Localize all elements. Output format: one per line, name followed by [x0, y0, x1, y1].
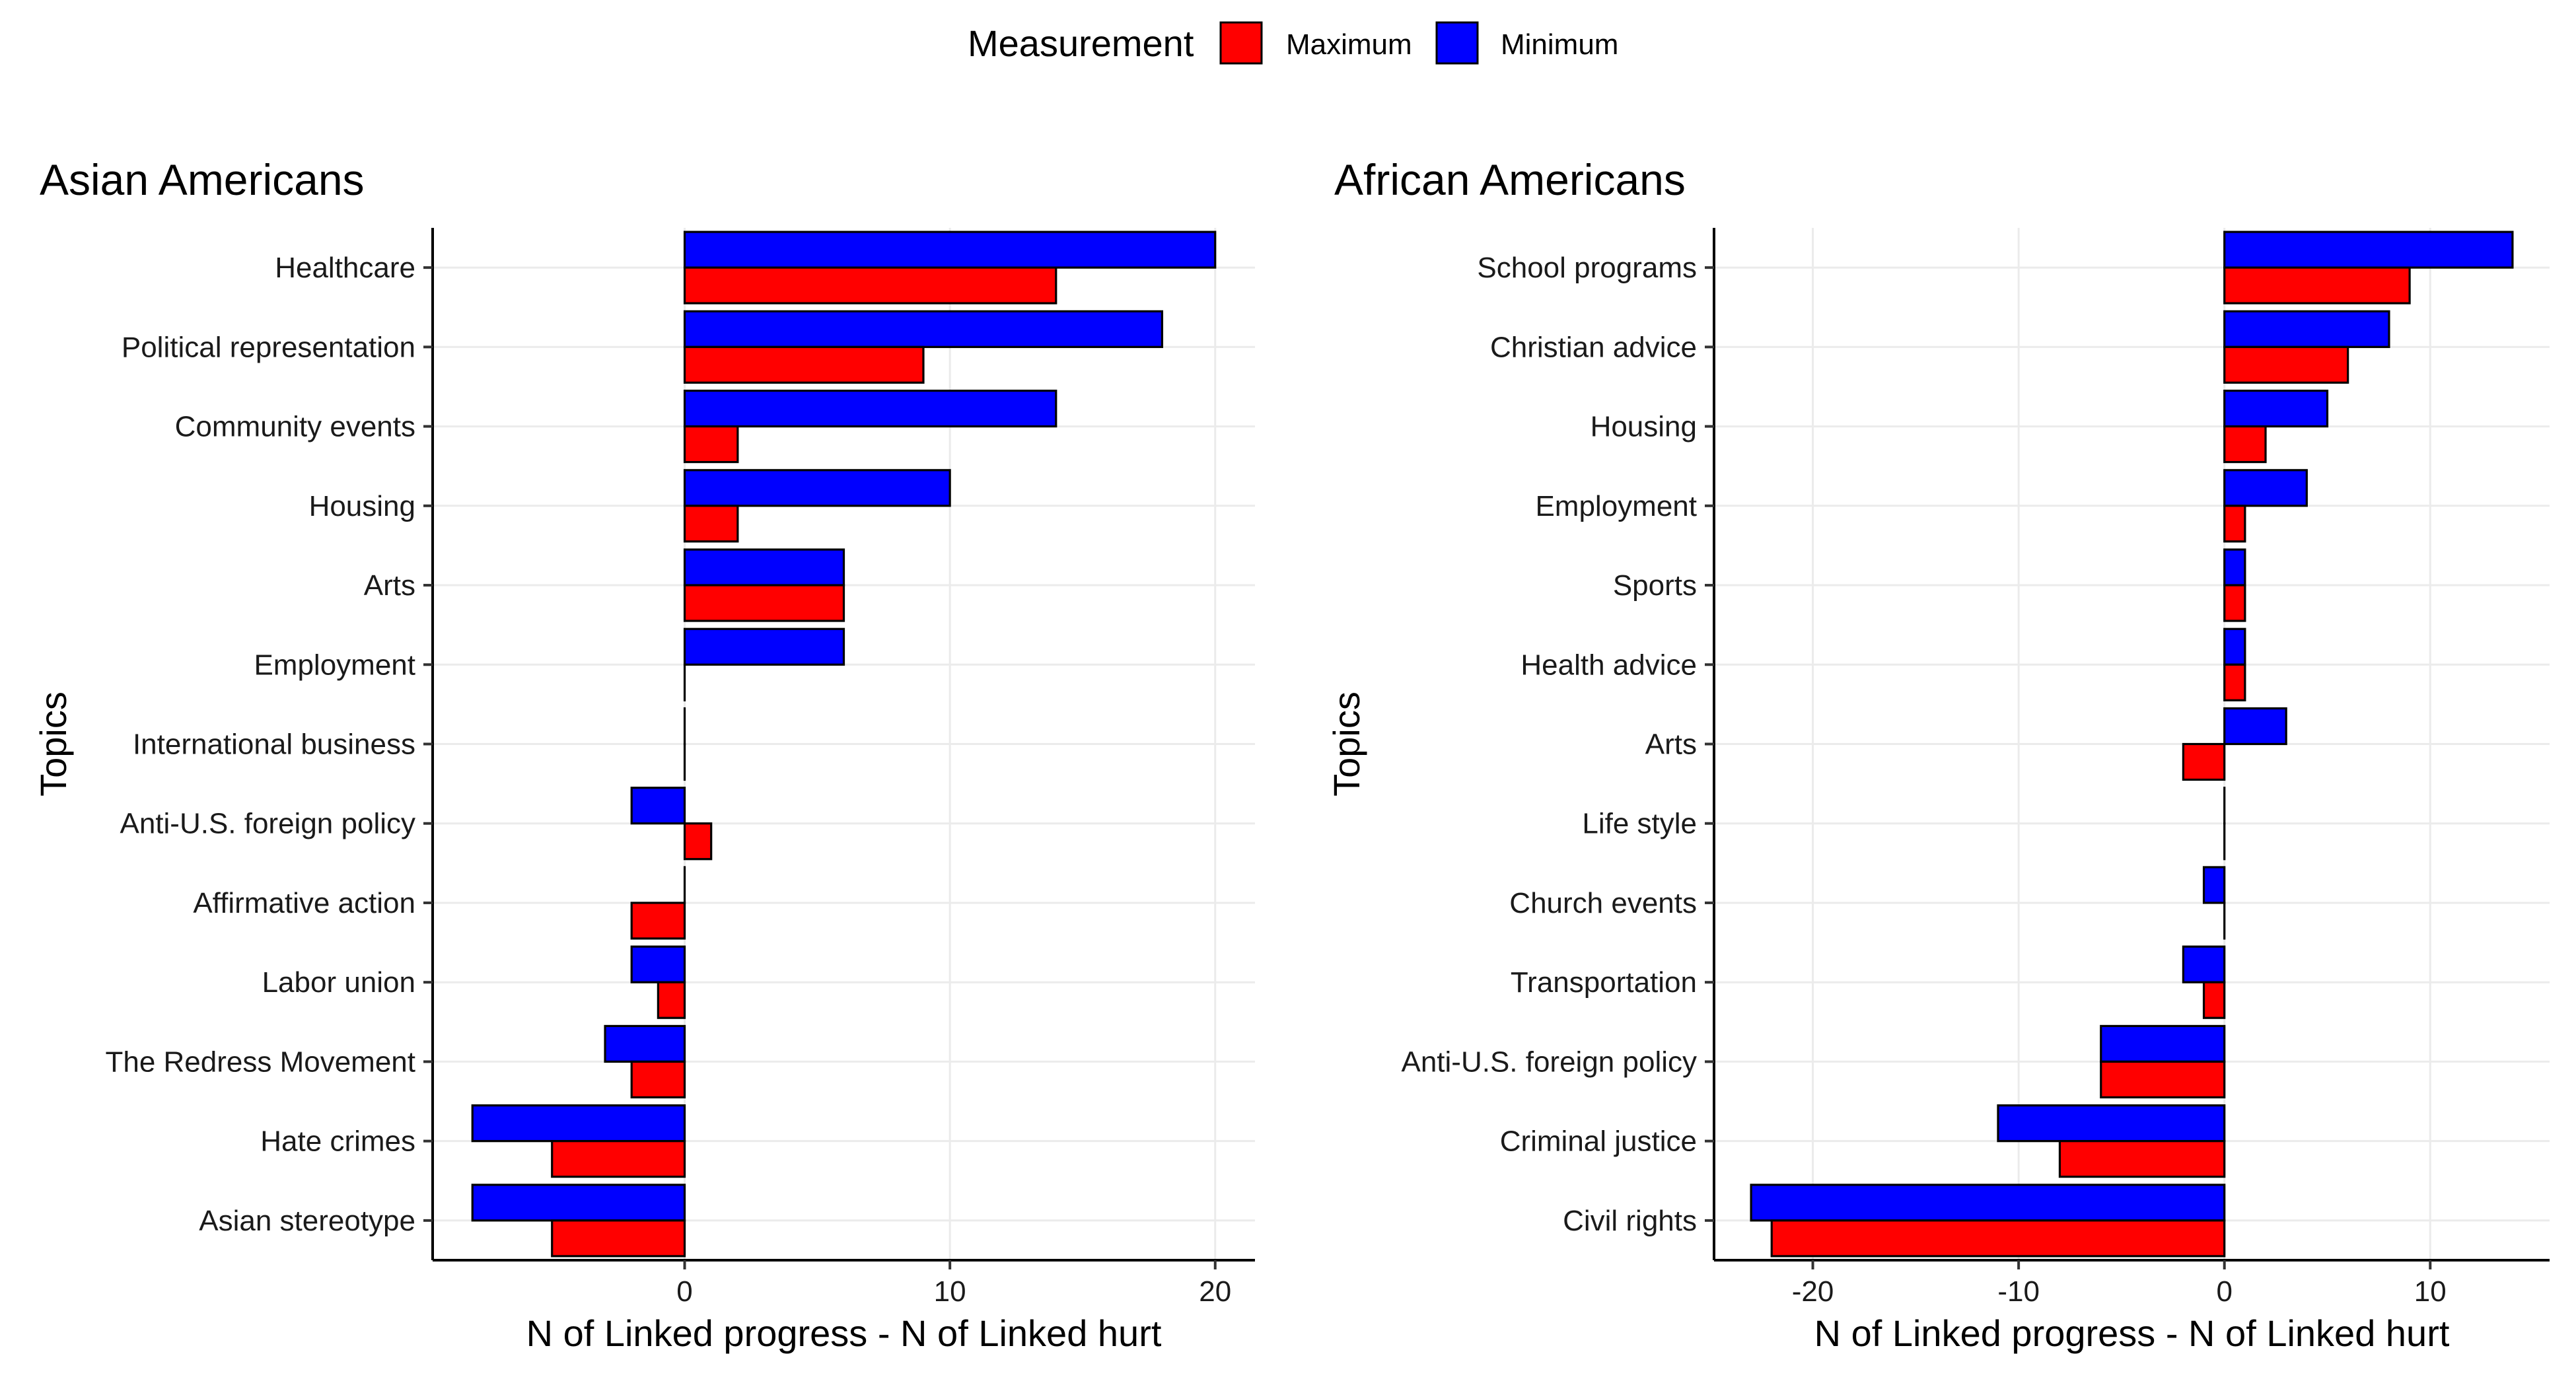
bar-maximum-anti-u-s-foreign-policy	[683, 822, 713, 861]
bar-maximum-arts	[683, 584, 845, 622]
y-tick-label-political-representation: Political representation	[122, 331, 415, 363]
legend-label-minimum: Minimum	[1501, 28, 1618, 61]
bar-minimum-community-events	[683, 389, 1057, 428]
x-tick-label: 10	[934, 1275, 966, 1308]
bar-minimum-hate-crimes	[471, 1104, 686, 1143]
bar-maximum-school-programs	[2223, 266, 2411, 304]
axes: Healthcare Political representation Commun…	[105, 228, 1255, 1308]
y-tick-label-employment: Employment	[254, 649, 415, 681]
legend-swatch-minimum	[1435, 21, 1479, 65]
bar-minimum-labor-union	[630, 945, 686, 983]
bar-maximum-employment	[2223, 505, 2246, 543]
bar-maximum-political-representation	[683, 345, 925, 384]
bar-minimum-criminal-justice	[1997, 1104, 2226, 1143]
y-tick-label-affirmative-action: Affirmative action	[193, 887, 415, 919]
bar-minimum-housing	[2223, 389, 2329, 428]
x-tick-label: -20	[1792, 1275, 1834, 1308]
bar-minimum-political-representation	[683, 310, 1164, 348]
bar-maximum-criminal-justice	[2058, 1140, 2226, 1178]
bar-maximum-healthcare	[683, 266, 1057, 304]
bar-minimum-school-programs	[2223, 231, 2514, 269]
panel-title: Asian Americans	[40, 155, 365, 204]
y-tick-label-criminal-justice: Criminal justice	[1500, 1125, 1697, 1158]
bar-minimum-employment	[2223, 469, 2308, 507]
y-tick-label-arts: Arts	[364, 569, 415, 602]
x-tick-label: 20	[1199, 1275, 1231, 1308]
y-tick-label-asian-stereotype: Asian stereotype	[199, 1205, 415, 1237]
bar-maximum-transportation	[2202, 981, 2226, 1019]
legend-label-maximum: Maximum	[1286, 28, 1412, 61]
bar-minimum-church-events	[2202, 866, 2226, 904]
y-tick-label-housing: Housing	[1591, 411, 1697, 443]
y-tick-label-hate-crimes: Hate crimes	[260, 1125, 415, 1158]
y-tick-label-anti-u-s-foreign-policy: Anti-U.S. foreign policy	[120, 808, 415, 840]
panel-asian-americans: Healthcare Political representation Commun…	[32, 155, 1255, 1354]
y-tick-label-housing: Housing	[309, 490, 415, 522]
bar-minimum-sports	[2223, 548, 2246, 587]
bar-maximum-housing	[2223, 425, 2267, 464]
y-tick-label-healthcare: Healthcare	[275, 252, 415, 284]
y-tick-label-arts: Arts	[1645, 729, 1697, 761]
bar-minimum-christian-advice	[2223, 310, 2390, 348]
y-tick-label-church-events: Church events	[1509, 887, 1697, 919]
bar-minimum-anti-u-s-foreign-policy	[2100, 1024, 2226, 1063]
x-tick-label: 10	[2414, 1275, 2447, 1308]
bar-minimum-employment	[683, 627, 845, 666]
bar-minimum-transportation	[2182, 945, 2226, 983]
panel-title: African Americans	[1334, 155, 1686, 204]
legend-swatch-maximum	[1219, 21, 1263, 65]
panel-african-americans: School programs Christian advice Housing Em…	[1326, 155, 2550, 1354]
y-tick-label-school-programs: School programs	[1477, 252, 1697, 284]
bar-maximum-the-redress-movement	[630, 1060, 686, 1099]
x-axis-title: N of Linked progress - N of Linked hurt	[526, 1312, 1162, 1354]
bar-maximum-sports	[2223, 584, 2246, 622]
x-tick-label: -10	[1997, 1275, 2040, 1308]
y-tick-label-transportation: Transportation	[1511, 966, 1697, 999]
bar-maximum-civil-rights	[1770, 1219, 2226, 1258]
bar-minimum-arts	[2223, 707, 2287, 746]
y-tick-label-labor-union: Labor union	[262, 966, 415, 999]
bar-maximum-hate-crimes	[551, 1140, 686, 1178]
y-tick-label-the-redress-movement: The Redress Movement	[105, 1046, 415, 1078]
y-tick-label-civil-rights: Civil rights	[1563, 1205, 1697, 1237]
bar-maximum-community-events	[683, 425, 739, 464]
bar-minimum-anti-u-s-foreign-policy	[630, 787, 686, 825]
y-axis-title: Topics	[1326, 692, 1367, 797]
legend-title: Measurement	[968, 22, 1194, 64]
y-tick-label-sports: Sports	[1613, 569, 1697, 602]
bar-maximum-health-advice	[2223, 663, 2246, 701]
y-axis-title: Topics	[32, 692, 74, 797]
bar-minimum-civil-rights	[1750, 1184, 2226, 1222]
y-tick-label-christian-advice: Christian advice	[1490, 331, 1697, 363]
y-tick-label-health-advice: Health advice	[1521, 649, 1697, 681]
bar-maximum-labor-union	[657, 981, 686, 1019]
bar-maximum-asian-stereotype	[551, 1219, 686, 1258]
bars	[1750, 231, 2514, 1258]
x-axis-title: N of Linked progress - N of Linked hurt	[1814, 1312, 2450, 1354]
bar-minimum-housing	[683, 469, 951, 507]
y-tick-label-international-business: International business	[133, 729, 415, 761]
y-tick-label-anti-u-s-foreign-policy: Anti-U.S. foreign policy	[1401, 1046, 1697, 1078]
legend: Measurement Maximum Minimum	[968, 21, 1618, 65]
bar-minimum-the-redress-movement	[604, 1024, 686, 1063]
y-tick-label-life-style: Life style	[1582, 808, 1697, 840]
bar-maximum-christian-advice	[2223, 345, 2349, 384]
bar-minimum-asian-stereotype	[471, 1184, 686, 1222]
bar-maximum-anti-u-s-foreign-policy	[2100, 1060, 2226, 1099]
bar-minimum-health-advice	[2223, 627, 2246, 666]
x-tick-label: 0	[2216, 1275, 2232, 1308]
bar-maximum-affirmative-action	[630, 902, 686, 940]
y-tick-label-community-events: Community events	[175, 411, 415, 443]
bar-minimum-healthcare	[683, 231, 1217, 269]
axes: School programs Christian advice Housing Em…	[1401, 228, 2550, 1308]
y-tick-label-employment: Employment	[1535, 490, 1697, 522]
bar-minimum-arts	[683, 548, 845, 587]
bar-maximum-housing	[683, 505, 739, 543]
bars	[471, 231, 1217, 1258]
x-tick-label: 0	[676, 1275, 692, 1308]
bar-maximum-arts	[2182, 742, 2226, 781]
